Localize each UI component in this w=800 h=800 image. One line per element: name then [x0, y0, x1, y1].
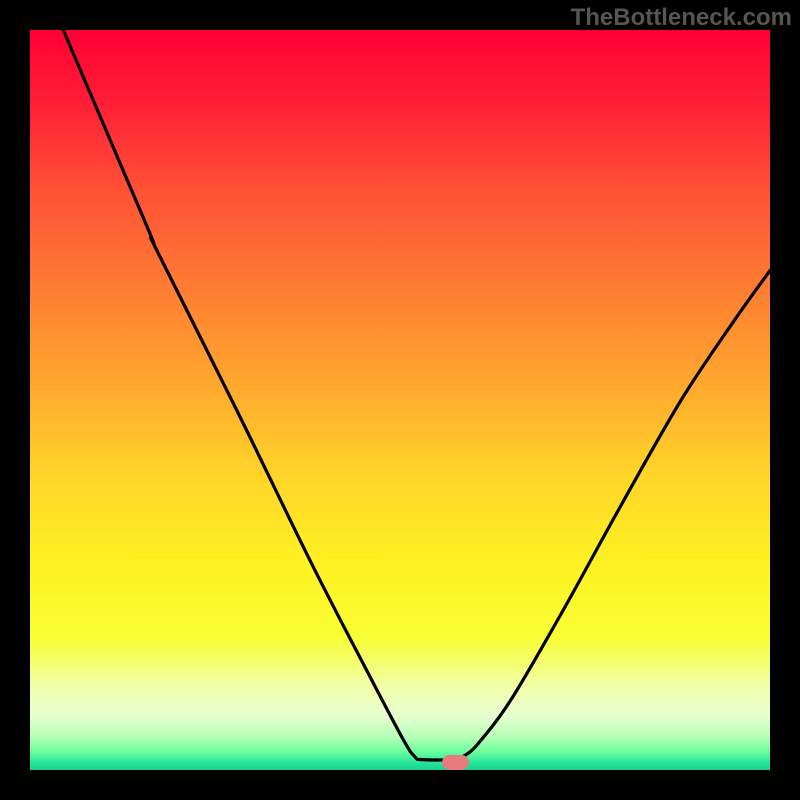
plot-area	[30, 30, 770, 770]
watermark-text: TheBottleneck.com	[571, 4, 792, 32]
plot-gradient-bg	[30, 30, 770, 770]
chart-frame: TheBottleneck.com	[0, 0, 800, 800]
optimal-marker	[442, 755, 469, 770]
